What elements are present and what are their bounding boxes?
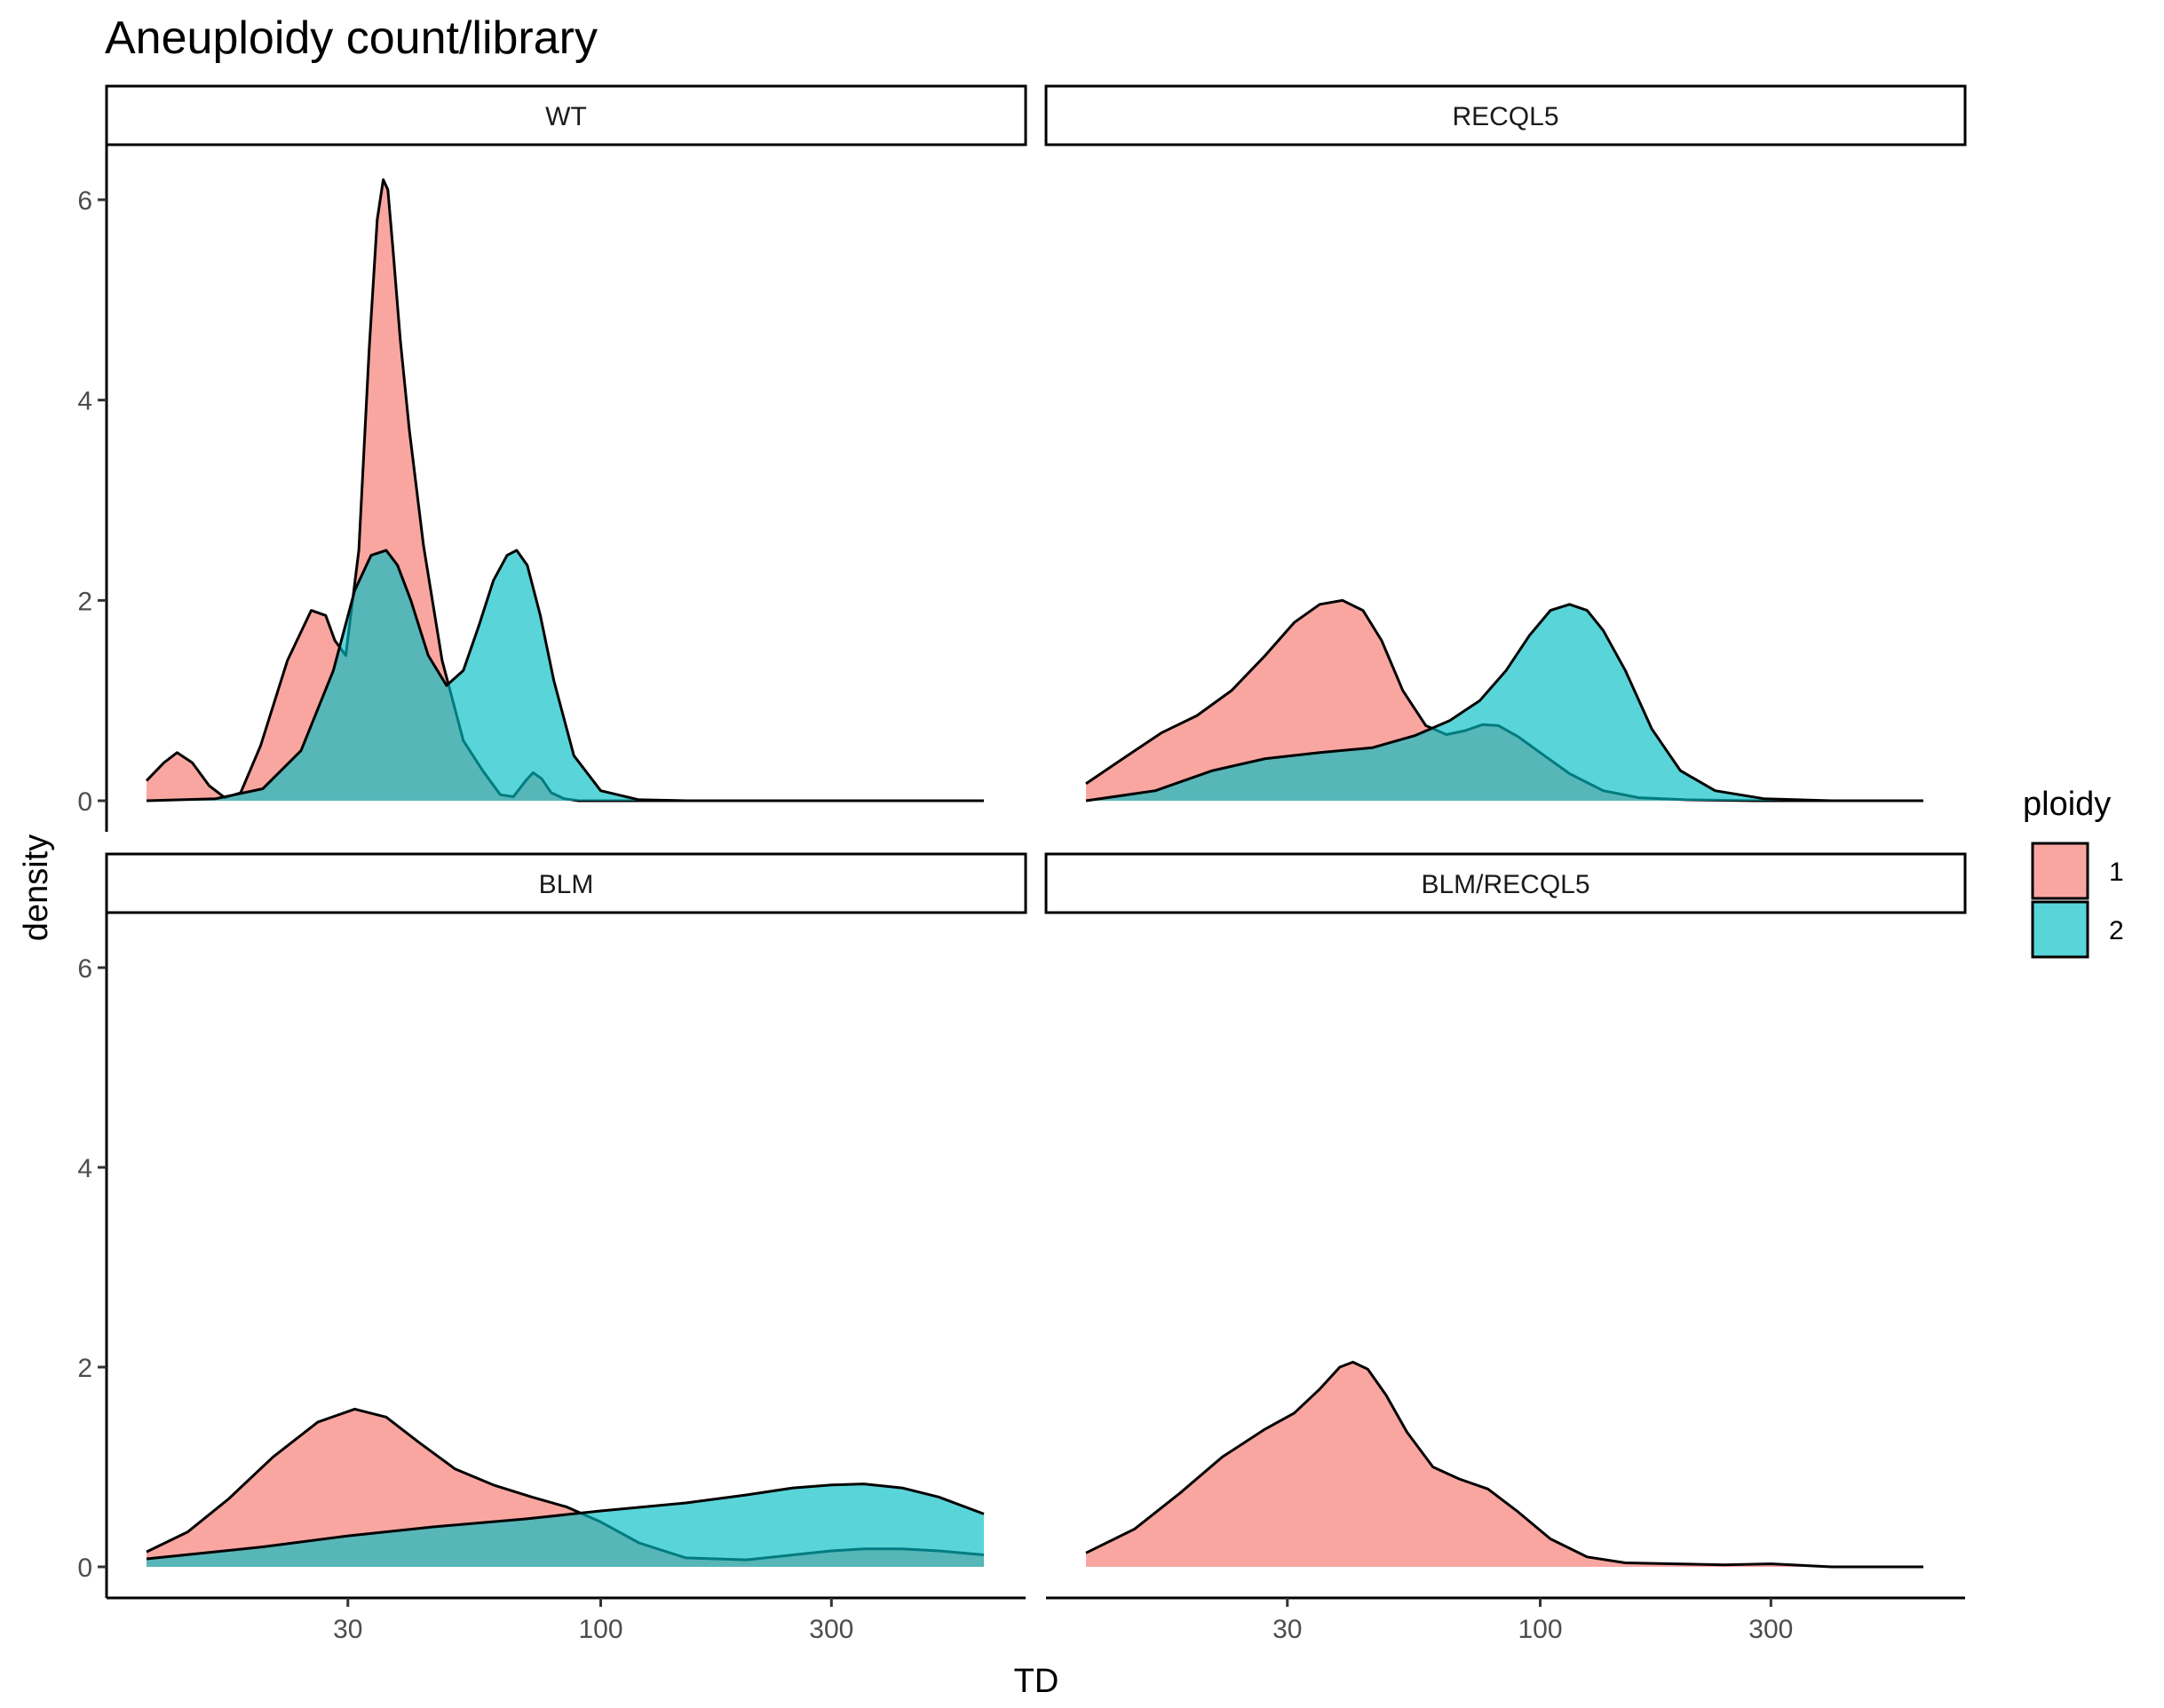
x-tick-label: 300 bbox=[1748, 1615, 1793, 1644]
facet-strip bbox=[1044, 852, 1967, 914]
legend-key-ploidy-2 bbox=[2031, 900, 2089, 959]
facet-strip-label: BLM bbox=[539, 870, 594, 899]
y-tick-label: 0 bbox=[77, 787, 92, 817]
legend-label: 1 bbox=[2109, 858, 2124, 887]
facet-panel: BLM 0 2 4 6 30 100 300 bbox=[77, 852, 1027, 1644]
facet-panel: RECQL5 bbox=[1044, 84, 1967, 803]
y-tick-label: 6 bbox=[77, 954, 92, 984]
x-tick-label: 30 bbox=[1272, 1615, 1302, 1644]
x-tick-label: 300 bbox=[809, 1615, 853, 1644]
x-axis-title: TD bbox=[1014, 1663, 1059, 1700]
y-tick-label: 0 bbox=[77, 1554, 92, 1583]
facet-strip bbox=[1044, 84, 1967, 146]
density-area-ploidy-2 bbox=[147, 1483, 984, 1567]
legend-label: 2 bbox=[2109, 916, 2124, 945]
x-tick-label: 100 bbox=[578, 1615, 622, 1644]
density-line-ploidy-2 bbox=[146, 549, 984, 803]
x-tick-label: 30 bbox=[333, 1615, 362, 1644]
facet-strip-label: RECQL5 bbox=[1452, 102, 1558, 131]
facet-panel: WT 0 2 4 6 bbox=[77, 84, 1027, 832]
density-line-ploidy-2 bbox=[146, 1483, 985, 1561]
chart-title: Aneuploidy count/library bbox=[105, 12, 598, 64]
y-axis-title: density bbox=[18, 834, 55, 941]
facet-strip bbox=[105, 84, 1027, 146]
facet-panels: WT 0 2 4 6 RECQL5 BLM 0 2 4 6 30 100 300 BLM/RECQL5 30 1… bbox=[77, 84, 1967, 1644]
y-tick-label: 2 bbox=[77, 587, 92, 616]
facet-strip-label: WT bbox=[545, 102, 587, 131]
density-area-ploidy-1 bbox=[147, 1409, 984, 1567]
facet-strip bbox=[105, 852, 1027, 914]
y-tick-label: 4 bbox=[77, 387, 92, 416]
density-line-ploidy-1 bbox=[1085, 1360, 1923, 1569]
facet-panel: BLM/RECQL5 30 100 300 bbox=[1044, 852, 1967, 1644]
facet-strip-label: BLM/RECQL5 bbox=[1421, 870, 1589, 899]
legend-key-ploidy-1 bbox=[2031, 842, 2089, 900]
x-tick-label: 100 bbox=[1518, 1615, 1562, 1644]
legend: ploidy 1 2 bbox=[2023, 786, 2124, 959]
density-area-ploidy-2 bbox=[147, 550, 984, 801]
density-area-ploidy-1 bbox=[1086, 600, 1923, 801]
density-line-ploidy-1 bbox=[145, 178, 984, 803]
density-area-ploidy-2 bbox=[1086, 604, 1923, 801]
y-tick-label: 2 bbox=[77, 1354, 92, 1383]
density-line-ploidy-2 bbox=[1085, 603, 1923, 803]
legend-title: ploidy bbox=[2023, 786, 2111, 823]
y-tick-label: 4 bbox=[77, 1154, 92, 1183]
y-tick-label: 6 bbox=[77, 186, 92, 216]
